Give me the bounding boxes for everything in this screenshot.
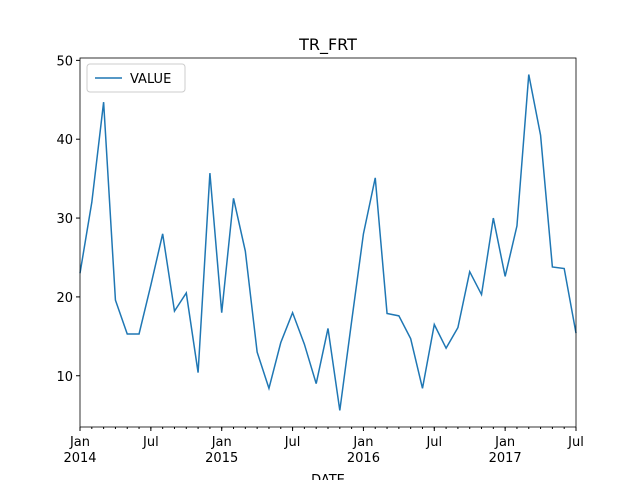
- x-tick-label: Jul: [567, 435, 584, 450]
- x-tick-label: Jul: [284, 435, 301, 450]
- data-line: [79, 74, 577, 411]
- x-tick-label: Jan 2014: [63, 435, 96, 466]
- y-tick-label: 30: [56, 212, 73, 227]
- x-tick-label: Jul: [425, 435, 442, 450]
- x-tick-label: Jan 2015: [205, 435, 238, 466]
- legend-box: [86, 63, 186, 93]
- chart-title: TR_FRT: [298, 35, 357, 55]
- x-tick-label: Jul: [142, 435, 159, 450]
- y-tick-label: 10: [56, 370, 73, 385]
- y-tick-label: 40: [56, 133, 73, 148]
- plot-frame: [79, 57, 577, 428]
- legend-label: VALUE: [130, 72, 171, 87]
- x-axis-label: DATE: [311, 473, 345, 480]
- x-tick-label: Jan 2016: [347, 435, 380, 466]
- y-tick-label: 50: [56, 54, 73, 69]
- x-tick-label: Jan 2017: [489, 435, 522, 466]
- y-tick-label: 20: [56, 291, 73, 306]
